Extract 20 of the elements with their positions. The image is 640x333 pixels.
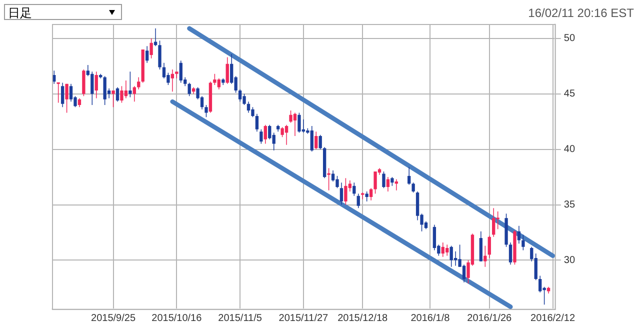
x-tick-label: 2015/9/25 bbox=[91, 312, 136, 324]
x-tick-label: 2016/2/12 bbox=[530, 312, 576, 324]
candlestick bbox=[154, 28, 158, 46]
x-tick-label: 2016/1/26 bbox=[467, 312, 512, 324]
candlestick bbox=[361, 192, 364, 200]
text: 日足 bbox=[8, 6, 32, 20]
x-tick-label: 2015/11/5 bbox=[218, 312, 262, 324]
x-tick-label: 2015/12/18 bbox=[338, 312, 388, 324]
y-tick-label: 50 bbox=[564, 33, 576, 44]
x-tick-label: 2015/10/16 bbox=[152, 312, 202, 324]
y-tick-label: 30 bbox=[564, 254, 576, 266]
candlestick bbox=[293, 112, 297, 136]
text: 16/02/11 20:16 EST bbox=[528, 6, 634, 20]
x-tick-label: 2015/11/27 bbox=[278, 312, 329, 324]
y-tick-label: 35 bbox=[564, 200, 576, 211]
candlestick bbox=[170, 69, 174, 92]
candlestick bbox=[124, 80, 128, 98]
y-tick-label: 45 bbox=[564, 88, 576, 100]
x-tick-label: 2016/1/8 bbox=[410, 312, 450, 324]
y-tick-label: 40 bbox=[564, 144, 576, 156]
